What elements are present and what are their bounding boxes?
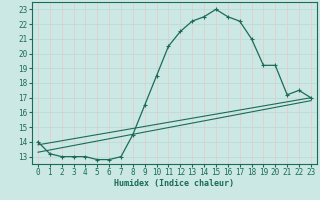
X-axis label: Humidex (Indice chaleur): Humidex (Indice chaleur) [115, 179, 234, 188]
